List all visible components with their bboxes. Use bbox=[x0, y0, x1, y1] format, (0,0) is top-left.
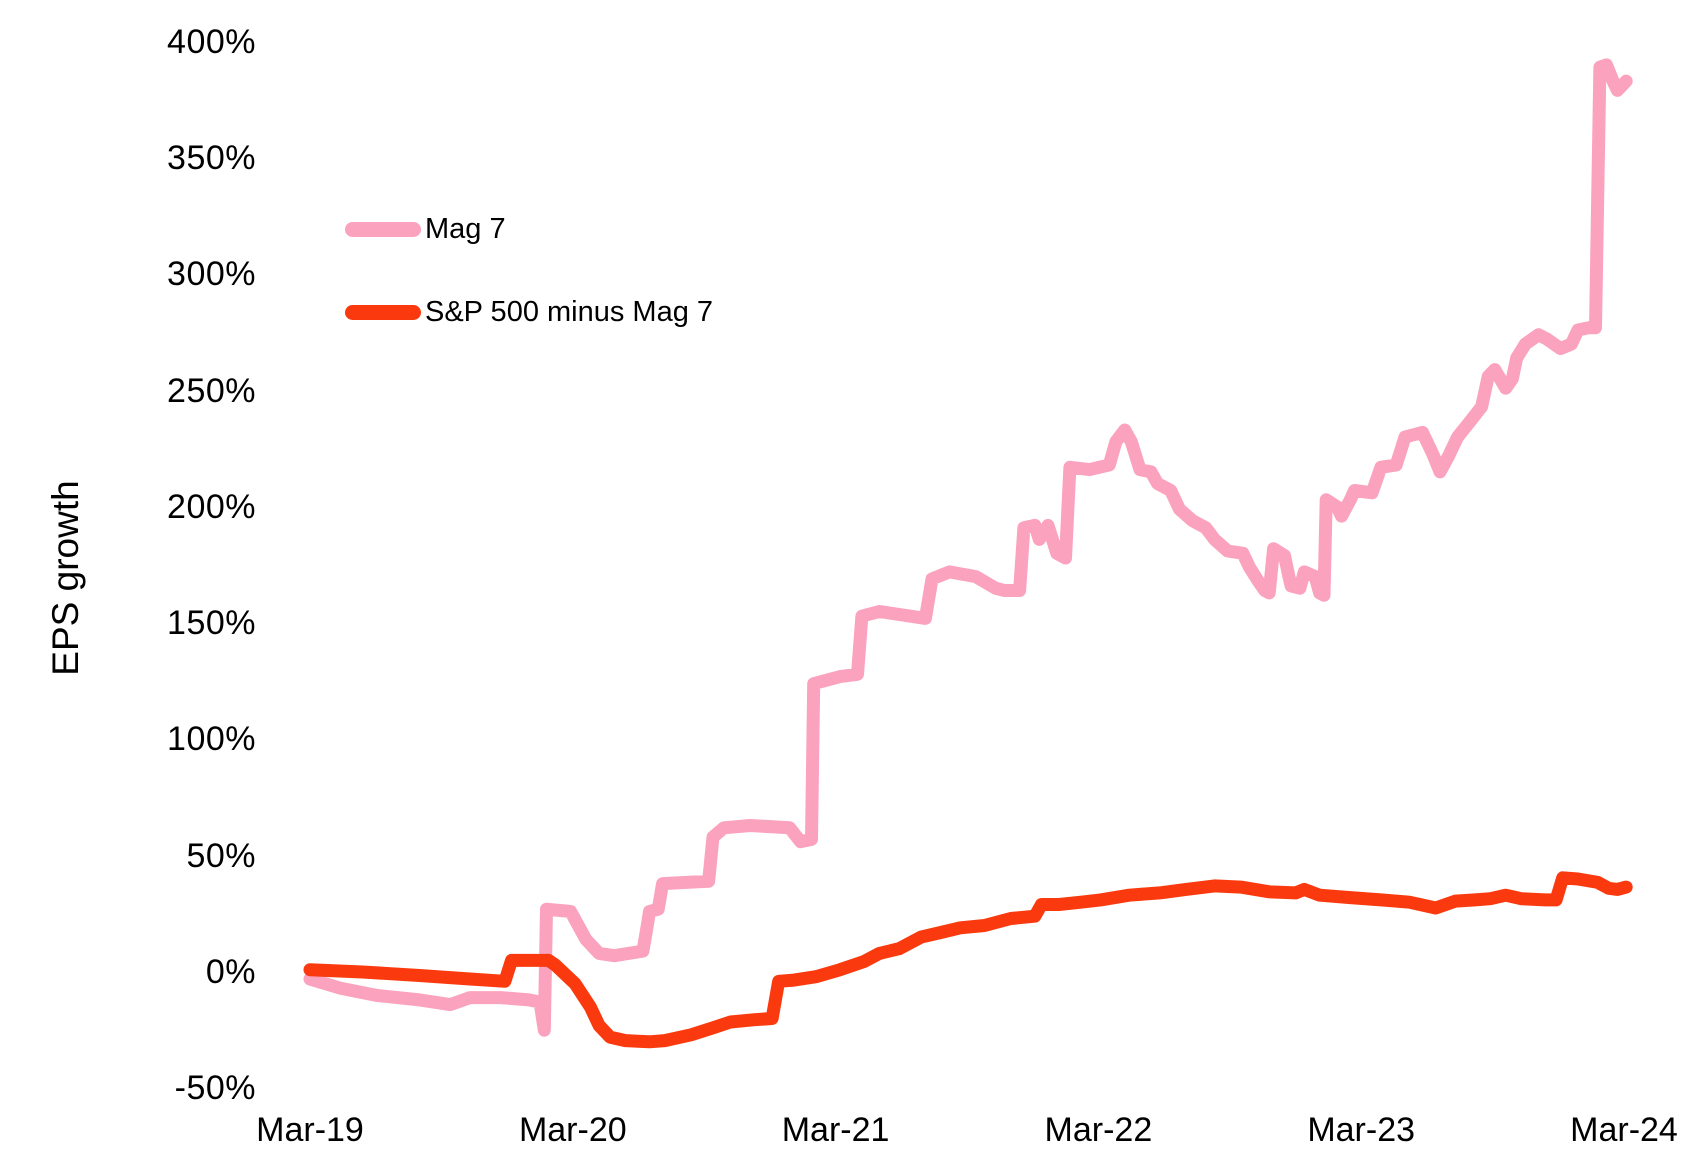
x-axis-tick-label: Mar-22 bbox=[1044, 1111, 1153, 1149]
x-axis-tick-label: Mar-24 bbox=[1570, 1111, 1678, 1149]
y-axis-tick-label: 50% bbox=[186, 836, 256, 875]
y-axis-tick-label: 300% bbox=[167, 255, 256, 294]
sp500-minus-mag7-line-swatch bbox=[345, 304, 421, 320]
x-axis-tick-label: Mar-21 bbox=[781, 1111, 890, 1149]
y-axis-tick-label: 100% bbox=[167, 720, 256, 759]
mag7-line-swatch bbox=[345, 221, 421, 237]
y-axis-tick-label: 250% bbox=[167, 371, 256, 410]
series-line-mag7 bbox=[303, 58, 1633, 1037]
legend-item-sp500-minus-mag7: S&P 500 minus Mag 7 bbox=[345, 294, 713, 330]
y-axis-tick-label: 200% bbox=[167, 487, 256, 526]
y-axis-tick-label: 400% bbox=[167, 22, 256, 61]
legend-label-mag7: Mag 7 bbox=[425, 212, 506, 245]
y-axis-tick-label: 0% bbox=[205, 953, 256, 991]
x-axis-tick-label: Mar-20 bbox=[518, 1111, 627, 1149]
y-axis-tick-label: -50% bbox=[174, 1069, 256, 1108]
x-axis-tick-label: Mar-23 bbox=[1307, 1111, 1416, 1149]
series-line-sp500-minus-mag7 bbox=[303, 871, 1633, 1049]
y-axis-tick-label: 150% bbox=[167, 604, 256, 643]
x-axis-tick-label: Mar-19 bbox=[256, 1111, 364, 1149]
y-axis-tick-label: 350% bbox=[167, 138, 256, 177]
legend-item-mag7: Mag 7 bbox=[345, 211, 506, 247]
legend-label-sp500-minus-mag7: S&P 500 minus Mag 7 bbox=[425, 295, 714, 328]
